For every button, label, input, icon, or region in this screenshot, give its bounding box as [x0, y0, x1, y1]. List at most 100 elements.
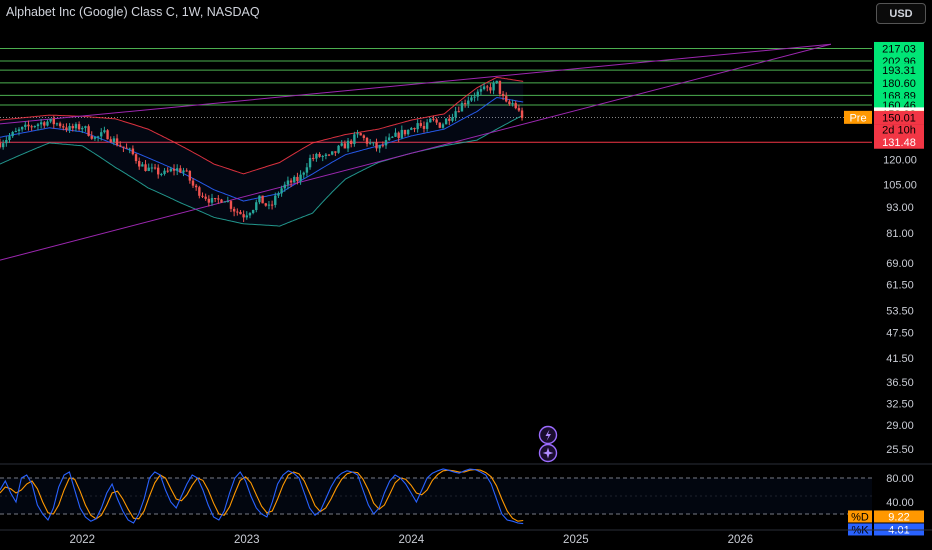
- candle-body: [343, 143, 347, 149]
- candle-body: [270, 204, 274, 206]
- candle-body: [14, 131, 18, 133]
- candle-body: [296, 176, 299, 182]
- candle-body: [106, 130, 109, 140]
- price-label-box: [874, 76, 924, 90]
- candle-body: [441, 124, 445, 128]
- countdown-label: 2d 10h: [882, 125, 916, 137]
- pre-badge: Pre: [849, 112, 866, 124]
- candle-body: [220, 199, 223, 203]
- candle-body: [460, 103, 464, 112]
- candle-body: [346, 140, 350, 149]
- time-tick-label: 2022: [69, 534, 95, 546]
- candle-body: [68, 126, 71, 130]
- candle-body: [470, 97, 473, 101]
- price-label-box: [874, 111, 924, 125]
- candle-body: [141, 164, 144, 167]
- candle-body: [201, 195, 204, 197]
- candle-body: [368, 142, 372, 144]
- trendline[interactable]: [0, 43, 831, 125]
- candle-body: [448, 118, 451, 121]
- candle-body: [505, 96, 508, 102]
- candle-body: [378, 145, 381, 149]
- price-tick-label: 47.50: [886, 328, 914, 340]
- pre-badge-box: [844, 110, 872, 124]
- candle-body: [410, 127, 413, 130]
- trendline[interactable]: [0, 43, 831, 261]
- candle-body: [1, 143, 5, 148]
- candle-body: [191, 180, 195, 186]
- candle-body: [340, 143, 343, 146]
- candle-body: [397, 132, 400, 138]
- candle-body: [103, 130, 106, 133]
- candle-body: [96, 136, 100, 138]
- candle-body: [350, 140, 353, 144]
- candle-body: [198, 187, 201, 196]
- price-label: 150.01: [882, 113, 916, 125]
- lightning-icon[interactable]: [538, 425, 558, 445]
- candle-body: [476, 91, 479, 97]
- candle-body: [463, 103, 467, 105]
- chart-icons: [538, 425, 558, 463]
- candle-body: [327, 154, 331, 156]
- candle-body: [432, 118, 435, 120]
- price-label: 131.48: [882, 137, 916, 149]
- candle-body: [236, 211, 239, 213]
- stoch-series-name: %D: [851, 511, 869, 523]
- candle-body: [261, 195, 264, 204]
- price-tick-label: 93.00: [886, 202, 914, 214]
- candle-body: [520, 110, 524, 119]
- price-tick-label: 69.00: [886, 258, 914, 270]
- candle-body: [81, 127, 84, 130]
- candle-body: [100, 132, 103, 137]
- candle-body: [122, 146, 125, 148]
- candle-body: [362, 135, 366, 138]
- candle-body: [188, 170, 192, 181]
- candle-body: [223, 201, 226, 203]
- stoch-value-label: 9.22: [888, 511, 909, 523]
- currency-button[interactable]: USD: [876, 3, 926, 24]
- candle-body: [27, 124, 30, 127]
- candle-body: [182, 170, 185, 173]
- candle-body: [204, 196, 207, 199]
- candle-body: [175, 168, 179, 171]
- candle-body: [486, 86, 489, 88]
- candle-body: [337, 145, 340, 153]
- price-label-box: [874, 41, 924, 55]
- candle-body: [514, 103, 517, 109]
- candle-body: [372, 142, 375, 144]
- candle-body: [492, 82, 495, 91]
- candle-body: [166, 170, 169, 172]
- candle-body: [5, 140, 8, 144]
- candle-body: [11, 131, 14, 137]
- price-tick-label: 105.00: [883, 179, 917, 191]
- stoch-k-line: [0, 468, 524, 525]
- time-axis: 2022 2023 2024 2025 2026: [0, 529, 932, 546]
- price-label-box: [874, 63, 924, 77]
- candle-body: [416, 123, 419, 130]
- candle-body: [226, 201, 230, 203]
- price-axis: 120.00 105.00 93.00 81.00 69.00 61.50 53.50 47.…: [844, 41, 924, 456]
- sparkle-icon[interactable]: [538, 443, 558, 463]
- candle-body: [479, 89, 483, 92]
- price-tick-label: 61.50: [886, 279, 914, 291]
- candle-body: [185, 170, 188, 172]
- time-tick-label: 2026: [728, 534, 754, 546]
- candle-body: [213, 198, 217, 200]
- price-tick-label: 81.00: [886, 228, 914, 240]
- candle-body: [495, 80, 498, 83]
- candle-body: [125, 147, 128, 149]
- candle-body: [331, 151, 334, 155]
- candle-body: [324, 154, 328, 157]
- candle-body: [403, 129, 407, 135]
- candle-body: [517, 108, 521, 111]
- candle-body: [172, 168, 176, 171]
- candle-body: [55, 123, 59, 125]
- candle-body: [422, 125, 426, 129]
- candle-body: [391, 136, 394, 138]
- price-label: 180.60: [882, 78, 916, 90]
- stoch-tick-label: 80.00: [886, 473, 914, 485]
- candle-body: [157, 167, 160, 175]
- candle-body: [62, 126, 65, 128]
